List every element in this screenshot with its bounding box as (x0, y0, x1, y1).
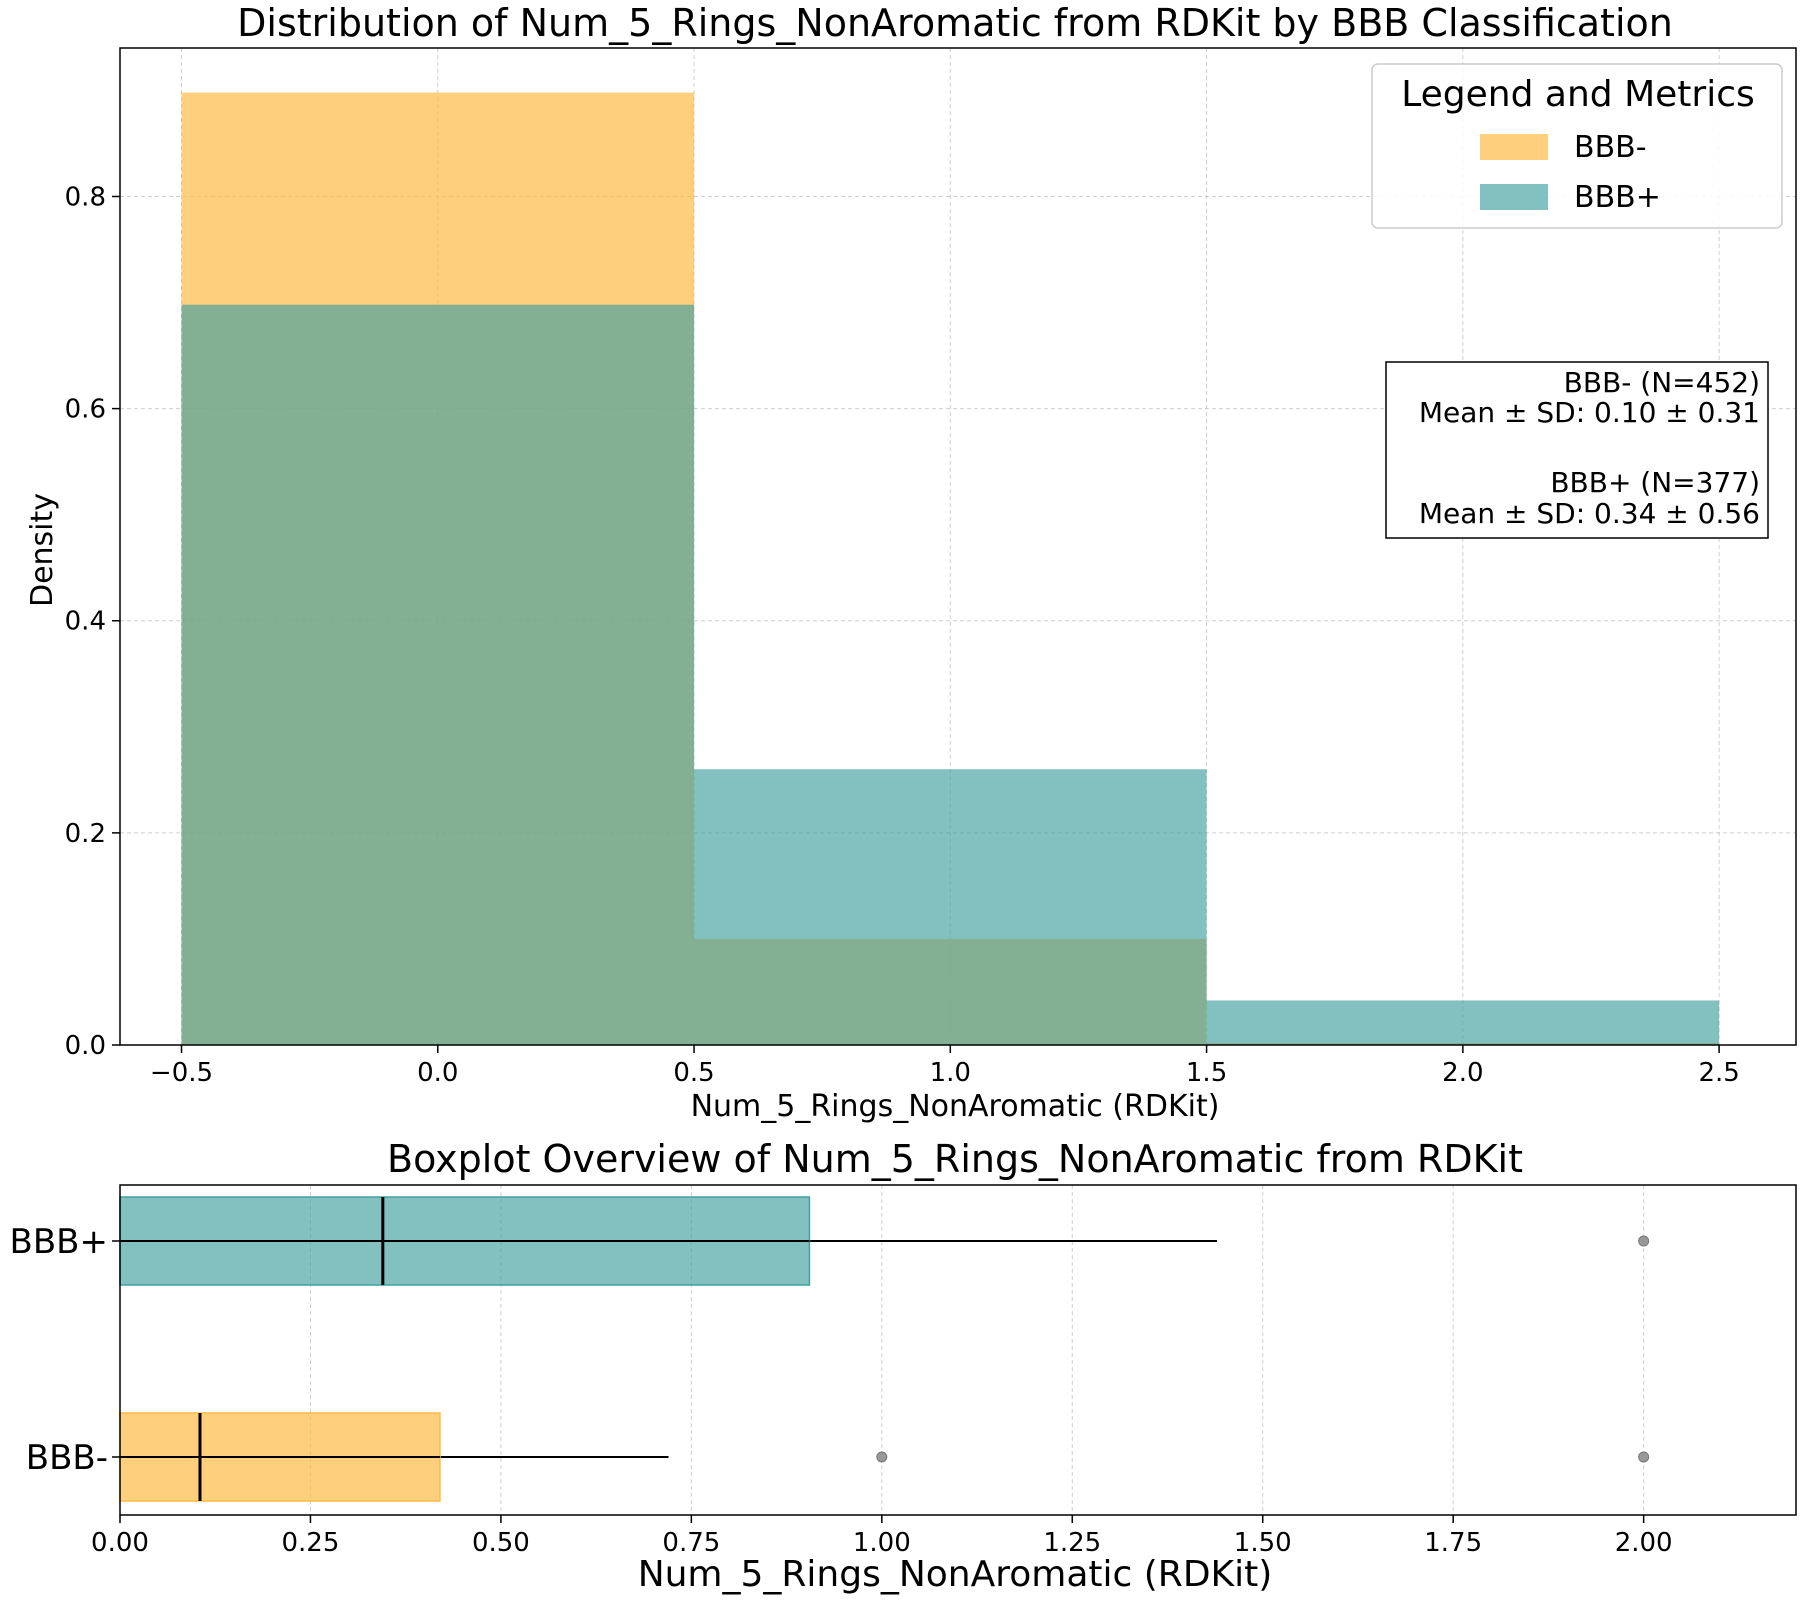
boxplot-x-ticks: 0.00 0.25 0.50 0.75 1.00 1.25 1.50 1.75 2.00 (91, 1515, 1673, 1558)
histogram-x-tick-label: −0.5 (150, 1058, 213, 1088)
histogram-bar-bbb-plus (694, 769, 1207, 1045)
histogram-y-ticks: 0.0 0.2 0.4 0.6 0.8 (65, 182, 120, 1061)
stats-annotation: BBB- (N=452) Mean ± SD: 0.10 ± 0.31 BBB+… (1385, 361, 1769, 539)
histogram-y-tick-label: 0.6 (65, 395, 106, 425)
histogram-title: Distribution of Num_5_Rings_NonAromatic … (237, 1, 1673, 45)
boxplot-plot-frame (119, 1184, 1797, 1516)
boxplot-panel: Boxplot Overview of Num_5_Rings_NonAroma… (10, 1137, 1797, 1595)
legend-title: Legend and Metrics (1401, 74, 1755, 115)
boxplot-x-tick-label: 0.25 (282, 1528, 340, 1558)
boxplot-category-label: BBB+ (10, 1222, 108, 1262)
stats-line-bbb-minus-n: BBB- (N=452) (1564, 366, 1760, 399)
boxplot-title: Boxplot Overview of Num_5_Rings_NonAroma… (387, 1137, 1523, 1181)
boxplot-marks (119, 1196, 1650, 1502)
histogram-y-tick-label: 0.4 (65, 607, 106, 637)
histogram-x-tick-label: 0.5 (673, 1058, 714, 1088)
histogram-bar-bbb-plus (181, 304, 695, 1046)
boxplot-outlier-bbb-plus (1638, 1235, 1650, 1247)
histogram-y-axis-label: Density (25, 493, 60, 607)
histogram-y-tick-label: 0.0 (65, 1031, 106, 1061)
histogram-y-tick-label: 0.8 (65, 182, 106, 212)
legend-swatch-bbb-plus (1480, 184, 1548, 210)
stats-box (1385, 361, 1769, 539)
legend-box (1371, 63, 1783, 229)
histogram-x-axis-label: Num_5_Rings_NonAromatic (RDKit) (691, 1089, 1220, 1124)
boxplot-x-tick-label: 1.50 (1234, 1528, 1292, 1558)
legend-swatch-bbb-minus (1480, 134, 1548, 160)
histogram-bar-bbb-plus (1206, 1000, 1720, 1045)
boxplot-x-tick-label: 1.00 (853, 1528, 911, 1558)
histogram-x-ticks: −0.5 0.0 0.5 1.0 1.5 2.0 2.5 (150, 1045, 1740, 1088)
histogram-x-tick-label: 1.5 (1186, 1058, 1227, 1088)
legend-entry-bbb-plus: BBB+ (1574, 180, 1661, 215)
stats-line-bbb-plus-n: BBB+ (N=377) (1550, 466, 1760, 499)
boxplot-category-label: BBB- (26, 1438, 108, 1478)
boxplot-category-labels: BBB+ BBB- (10, 1222, 120, 1478)
legend-entry-bbb-minus: BBB- (1574, 130, 1647, 165)
histogram-x-tick-label: 2.5 (1698, 1058, 1739, 1088)
histogram-x-tick-label: 1.0 (930, 1058, 971, 1088)
boxplot-x-tick-label: 0.50 (472, 1528, 530, 1558)
legend: Legend and Metrics BBB- BBB+ (1371, 63, 1783, 229)
boxplot-x-tick-label: 0.75 (662, 1528, 720, 1558)
histogram-x-tick-label: 2.0 (1442, 1058, 1483, 1088)
boxplot-x-tick-label: 0.00 (91, 1528, 149, 1558)
histogram-plot-frame (119, 47, 1797, 1046)
histogram-bars (181, 92, 1720, 1046)
boxplot-x-tick-label: 2.00 (1615, 1528, 1673, 1558)
boxplot-outlier-bbb-minus (1638, 1451, 1650, 1463)
boxplot-outlier-bbb-minus (876, 1451, 888, 1463)
boxplot-x-tick-label: 1.75 (1424, 1528, 1482, 1558)
boxplot-x-tick-label: 1.25 (1043, 1528, 1101, 1558)
stats-line-bbb-plus-mean: Mean ± SD: 0.34 ± 0.56 (1419, 497, 1760, 530)
histogram-x-tick-label: 0.0 (417, 1058, 458, 1088)
boxplot-x-axis-label: Num_5_Rings_NonAromatic (RDKit) (638, 1554, 1273, 1595)
histogram-y-tick-label: 0.2 (65, 819, 106, 849)
stats-line-bbb-minus-mean: Mean ± SD: 0.10 ± 0.31 (1419, 396, 1760, 429)
histogram-panel: Distribution of Num_5_Rings_NonAromatic … (25, 1, 1797, 1124)
